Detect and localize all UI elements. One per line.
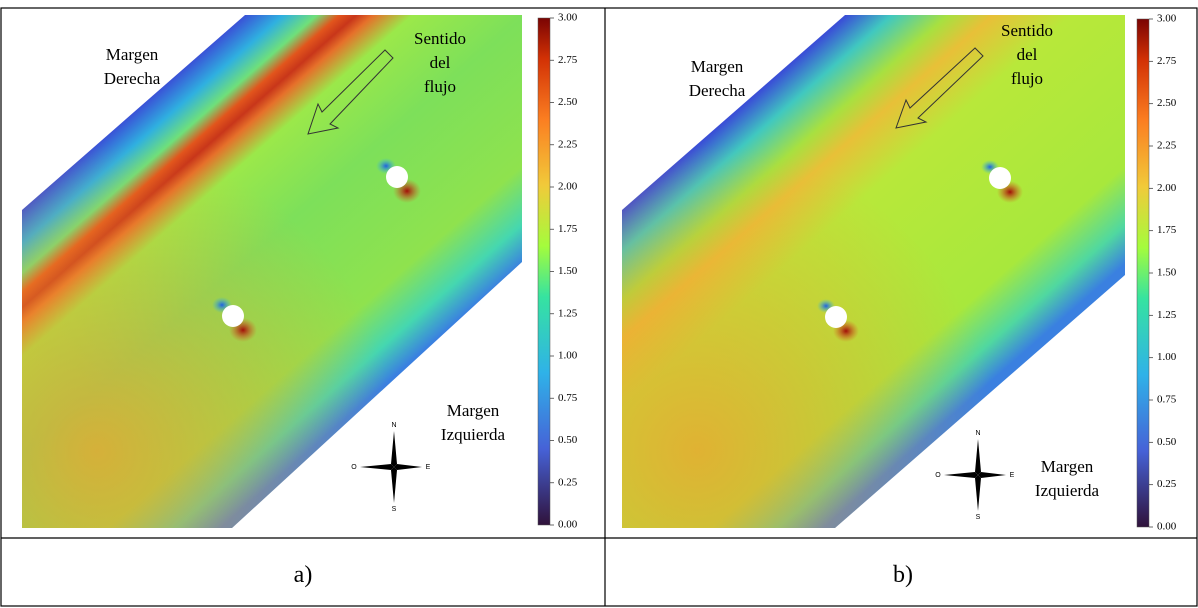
colorbar-tick-label: 1.75 — [558, 223, 578, 235]
compass: N O E S — [935, 430, 1014, 521]
compass-label: N — [975, 430, 980, 437]
colorbar-tick-label: 0.75 — [558, 392, 578, 404]
colorbar-tick-label: 1.00 — [1157, 351, 1177, 363]
pier — [989, 167, 1011, 189]
pier — [825, 306, 847, 328]
colorbar-tick-label: 0.50 — [1157, 436, 1177, 448]
compass-label: O — [351, 464, 357, 471]
colorbar-tick-label: 1.50 — [1157, 267, 1177, 279]
colorbar-tick-label: 0.25 — [558, 476, 578, 488]
colorbar-tick-label: 1.00 — [558, 350, 578, 362]
flow-label: flujo — [424, 77, 456, 96]
pier — [386, 166, 408, 188]
compass-label: E — [426, 464, 431, 471]
flow-label: flujo — [1011, 69, 1043, 88]
colorbar-tick-label: 0.00 — [558, 519, 578, 531]
panel-a: Margen Derecha Sentido del flujo Margen … — [22, 15, 551, 588]
compass: N O E S — [351, 422, 430, 513]
compass-label: E — [1010, 472, 1015, 479]
pier — [222, 305, 244, 327]
colorbar-tick-label: 0.50 — [558, 434, 578, 446]
bank-label: Margen — [447, 401, 500, 420]
bank-label: Izquierda — [1035, 481, 1100, 500]
bank-label: Derecha — [104, 69, 161, 88]
colorbar-tick-label: 1.75 — [1157, 224, 1177, 236]
flow-label: Sentido — [414, 29, 466, 48]
colorbar-tick-label: 2.50 — [1157, 97, 1177, 109]
colorbar-tick-label: 2.25 — [558, 138, 578, 150]
caption: b) — [893, 562, 913, 588]
colorbar-tick-label: 1.25 — [1157, 309, 1177, 321]
compass-label: S — [976, 514, 981, 521]
colorbar-tick-label: 3.00 — [1157, 13, 1177, 25]
colorbar-tick-label: 2.25 — [1157, 140, 1177, 152]
bank-label: Izquierda — [441, 425, 506, 444]
colorbar — [537, 17, 551, 526]
colorbar-tick-label: 2.50 — [558, 96, 578, 108]
compass-label: N — [391, 422, 396, 429]
colorbar-tick-label: 0.00 — [1157, 521, 1177, 533]
colorbar-tick-label: 1.25 — [558, 307, 578, 319]
compass-label: O — [935, 472, 941, 479]
bank-label: Derecha — [689, 81, 746, 100]
bank-label: Margen — [691, 57, 744, 76]
colorbar-tick-label: 2.00 — [1157, 182, 1177, 194]
velocity-shade — [622, 15, 1125, 528]
bank-label: Margen — [1041, 457, 1094, 476]
caption: a) — [294, 562, 313, 588]
colorbar-tick-label: 0.25 — [1157, 478, 1177, 490]
colorbar-tick-label: 2.75 — [558, 54, 578, 66]
flow-arrow — [895, 47, 984, 129]
panel-b: Margen Derecha Sentido del flujo Margen … — [622, 15, 1150, 588]
colorbar-tick-label: 0.75 — [1157, 394, 1177, 406]
colorbar-tick-label: 1.50 — [558, 265, 578, 277]
compass-label: S — [392, 506, 397, 513]
flow-label: del — [430, 53, 451, 72]
bank-label: Margen — [106, 45, 159, 64]
colorbar-tick-label: 2.75 — [1157, 55, 1177, 67]
colorbar-tick-label: 2.00 — [558, 181, 578, 193]
flow-arrow — [307, 49, 394, 135]
colorbar — [1136, 18, 1150, 528]
flow-label: del — [1017, 45, 1038, 64]
colorbar-tick-label: 3.00 — [558, 12, 578, 24]
table-frame — [0, 7, 1198, 607]
flow-label: Sentido — [1001, 21, 1053, 40]
velocity-shade — [22, 15, 522, 528]
